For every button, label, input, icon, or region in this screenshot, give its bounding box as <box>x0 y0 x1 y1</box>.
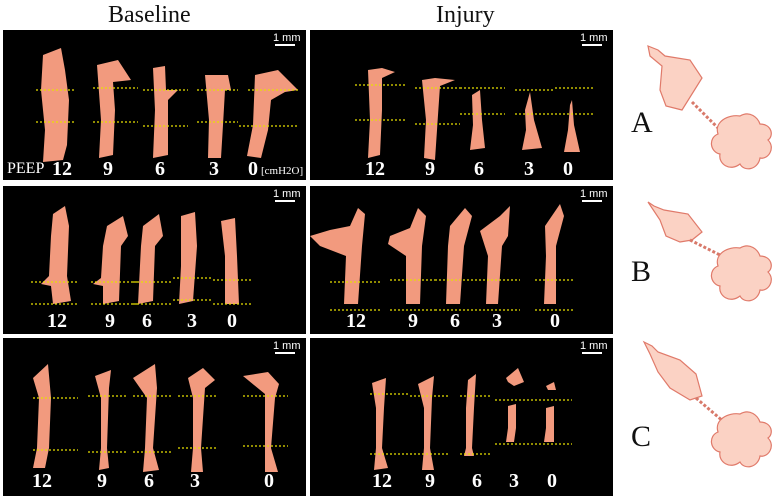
peep-value-12: 12 <box>346 310 366 332</box>
peep-value-3: 3 <box>492 310 502 332</box>
panel-a-injury: 1 mm 12 9 6 3 0 <box>310 30 613 180</box>
peep-value-12: 12 <box>52 158 72 180</box>
injury-title: Injury <box>436 2 495 28</box>
peep-value-6: 6 <box>155 158 165 180</box>
scale-label: 1 mm <box>580 188 608 200</box>
peep-value-6: 6 <box>472 470 482 492</box>
scale-label: 1 mm <box>273 188 301 200</box>
baseline-title: Baseline <box>108 2 191 28</box>
peep-value-9: 9 <box>425 470 435 492</box>
peep-value-9: 9 <box>408 310 418 332</box>
row-label-c: C <box>631 420 652 453</box>
airway-images-c-baseline <box>33 364 288 472</box>
peep-value-12: 12 <box>372 470 392 492</box>
peep-value-9: 9 <box>103 158 113 180</box>
peep-value-3: 3 <box>209 158 219 180</box>
scale-bar: 1 mm <box>580 340 608 354</box>
peep-value-6: 6 <box>450 310 460 332</box>
row-label-a: A <box>631 106 653 139</box>
peep-value-0: 0 <box>563 158 573 180</box>
peep-value-6: 6 <box>144 470 154 492</box>
peep-value-3: 3 <box>524 158 534 180</box>
peep-value-0: 0 <box>248 158 258 180</box>
peep-value-0: 0 <box>547 470 557 492</box>
scale-bar-line <box>275 200 295 202</box>
panel-b-baseline: 1 mm 12 9 6 3 0 <box>3 186 306 334</box>
airway-images-b-baseline <box>31 206 253 305</box>
peep-value-0: 0 <box>227 310 237 332</box>
scale-bar: 1 mm <box>273 188 301 202</box>
scale-bar: 1 mm <box>273 32 301 46</box>
scale-bar-line <box>582 200 602 202</box>
peep-value-12: 12 <box>32 470 52 492</box>
panel-b-injury: 1 mm 12 9 6 3 0 <box>310 186 613 334</box>
scale-label: 1 mm <box>273 32 301 44</box>
peep-value-6: 6 <box>474 158 484 180</box>
airway-images-a-injury <box>355 68 595 160</box>
peep-value-3: 3 <box>190 470 200 492</box>
scale-bar-line <box>275 352 295 354</box>
panel-c-injury: 1 mm 12 9 6 3 0 <box>310 338 613 496</box>
scale-label: 1 mm <box>580 340 608 352</box>
scale-bar-line <box>582 44 602 46</box>
peep-value-12: 12 <box>365 158 385 180</box>
scale-bar: 1 mm <box>273 340 301 354</box>
unit-label: [cmH2O] <box>261 165 304 177</box>
scale-bar: 1 mm <box>580 32 608 46</box>
airway-images-c-injury <box>370 368 572 470</box>
scale-bar-line <box>582 352 602 354</box>
schematic-b <box>647 201 772 302</box>
peep-value-12: 12 <box>47 310 67 332</box>
peep-value-3: 3 <box>509 470 519 492</box>
peep-value-9: 9 <box>105 310 115 332</box>
row-label-b: B <box>631 255 652 288</box>
peep-value-9: 9 <box>97 470 107 492</box>
peep-value-0: 0 <box>550 310 560 332</box>
scale-label: 1 mm <box>273 340 301 352</box>
peep-label: PEEP <box>7 160 45 177</box>
schematic-a <box>647 45 772 170</box>
panel-c-baseline: 1 mm 12 9 6 3 0 <box>3 338 306 496</box>
airway-images-b-injury <box>310 204 575 311</box>
schematic-c <box>642 340 772 468</box>
peep-value-6: 6 <box>142 310 152 332</box>
peep-value-3: 3 <box>187 310 197 332</box>
scale-bar-line <box>275 44 295 46</box>
peep-value-9: 9 <box>425 158 435 180</box>
airway-images-a-baseline <box>36 48 298 162</box>
peep-value-0: 0 <box>264 470 274 492</box>
panel-a-baseline: 1 mm PEEP 12 9 6 3 0 [cmH2O] <box>3 30 306 180</box>
scale-bar: 1 mm <box>580 188 608 202</box>
scale-label: 1 mm <box>580 32 608 44</box>
